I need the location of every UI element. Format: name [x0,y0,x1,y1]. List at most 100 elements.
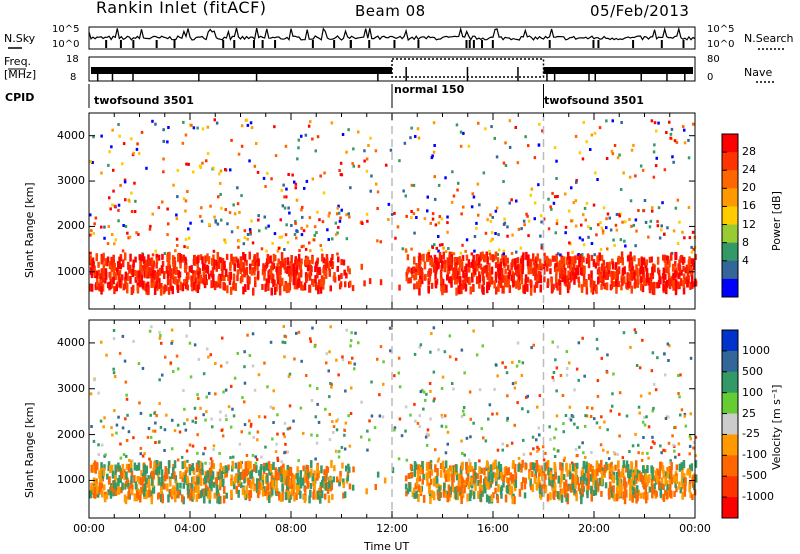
data-cell [444,473,448,482]
data-cell [111,128,114,132]
data-cell [368,278,372,285]
data-cell [445,284,448,293]
colorbar-tick-label: 16 [742,199,756,213]
data-cell [603,420,606,424]
data-cell [404,429,407,433]
data-cell [690,276,694,284]
data-cell [274,450,278,454]
data-cell [664,489,667,496]
data-cell [366,448,369,452]
data-cell [130,480,133,489]
data-cell [248,480,252,488]
data-cell [132,151,135,155]
data-cell [655,129,658,133]
data-cell [205,159,208,163]
data-cell [467,144,471,148]
data-cell [315,441,319,445]
data-cell [665,491,669,500]
data-cell [323,469,326,476]
colorbar-tick-label: -100 [742,448,767,462]
data-cell [573,278,576,285]
data-cell [174,249,177,253]
data-cell [653,121,657,125]
data-cell [455,276,459,285]
data-cell [297,330,301,334]
colorbar-tick-label: 1000 [742,343,770,357]
data-cell [525,212,528,216]
data-cell [557,449,560,453]
data-cell [502,161,506,165]
data-cell [565,350,569,354]
data-cell [270,287,273,296]
data-cell [528,258,532,267]
data-cell [688,484,691,493]
data-cell [562,430,565,434]
data-cell [651,266,654,275]
data-cell [257,373,261,377]
data-cell [295,492,298,500]
data-cell [496,448,500,452]
data-cell [127,198,131,202]
nave-label: Nave [744,66,773,79]
data-cell [634,279,637,286]
data-cell [481,484,484,491]
data-cell [413,402,416,406]
data-cell [261,284,264,290]
data-cell [529,287,533,296]
data-cell [167,126,170,129]
colorbar-segment [722,152,738,171]
data-cell [595,460,599,469]
data-cell [198,468,202,475]
data-cell [680,478,684,487]
data-cell [427,249,431,253]
data-cell [103,416,106,420]
data-cell [561,274,564,282]
data-cell [209,457,213,461]
data-cell [245,118,249,122]
data-cell [506,257,509,264]
data-cell [472,475,476,484]
data-cell [507,271,510,280]
data-cell [177,367,180,371]
data-cell [310,433,313,437]
data-cell [115,423,119,427]
data-cell [174,276,177,285]
data-cell [292,419,295,423]
data-cell [348,268,351,275]
data-cell [422,407,425,411]
data-cell [188,341,192,345]
data-cell [689,412,692,416]
data-cell [151,265,154,274]
data-cell [203,274,206,283]
data-cell [145,465,148,474]
data-cell [631,472,635,481]
data-cell [183,407,186,411]
data-cell [158,402,161,405]
data-cell [683,236,686,240]
data-cell [368,419,371,423]
data-cell [600,254,604,261]
data-cell [158,378,161,382]
data-cell [477,121,480,125]
colorbar-segment [722,392,738,415]
data-cell [225,253,229,260]
data-cell [549,492,552,501]
data-cell [568,463,572,472]
data-cell [280,252,284,261]
data-cell [686,266,690,273]
data-cell [319,279,323,287]
data-cell [603,266,606,273]
data-cell [118,351,122,355]
data-cell [270,474,274,483]
data-cell [212,166,215,170]
data-cell [259,466,262,475]
data-cell [463,371,466,375]
data-cell [517,456,521,460]
data-cell [562,422,565,426]
data-cell [345,213,348,217]
data-cell [147,427,151,430]
x-tick-label: 08:00 [275,522,307,535]
data-cell [227,405,231,409]
data-cell [112,490,115,497]
data-cell [186,284,189,291]
